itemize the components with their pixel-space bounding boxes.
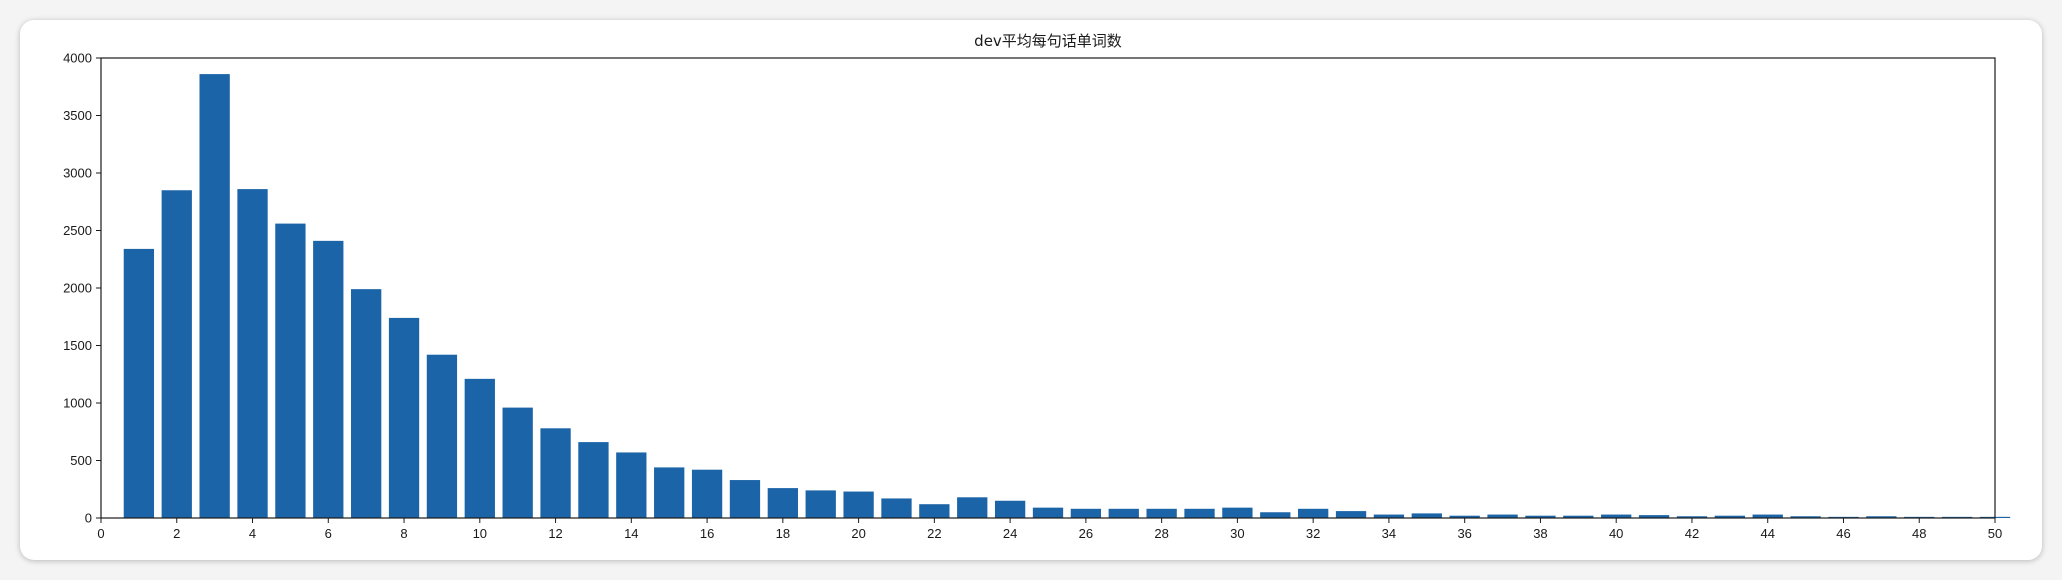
bar-3 xyxy=(199,74,230,518)
y-tick-label: 4000 xyxy=(63,51,92,66)
bar-16 xyxy=(691,469,723,518)
x-tick-label: 28 xyxy=(1154,526,1168,541)
x-tick-label: 30 xyxy=(1230,526,1244,541)
x-tick-label: 10 xyxy=(473,526,487,541)
bar-23 xyxy=(957,497,988,518)
bar-35 xyxy=(1411,513,1442,518)
bar-10 xyxy=(464,378,495,518)
x-tick-label: 20 xyxy=(851,526,865,541)
x-tick-label: 4 xyxy=(249,526,256,541)
bar-11 xyxy=(502,407,533,518)
bar-7 xyxy=(351,289,382,518)
bar-45 xyxy=(1790,516,1821,518)
bar-9 xyxy=(426,354,458,518)
x-tick-label: 16 xyxy=(700,526,714,541)
x-tick-label: 6 xyxy=(325,526,332,541)
bar-15 xyxy=(654,467,685,518)
bar-18 xyxy=(767,488,798,518)
bar-33 xyxy=(1335,511,1367,518)
bar-39 xyxy=(1563,515,1594,518)
bar-44 xyxy=(1752,514,1783,518)
bar-30 xyxy=(1222,507,1253,518)
x-tick-label: 48 xyxy=(1912,526,1926,541)
bar-19 xyxy=(805,490,836,518)
x-tick-label: 34 xyxy=(1382,526,1396,541)
bar-12 xyxy=(540,428,571,518)
bar-4 xyxy=(237,189,268,518)
x-tick-label: 0 xyxy=(97,526,104,541)
y-tick-label: 2000 xyxy=(63,281,92,296)
chart-title: dev平均每句话单词数 xyxy=(974,32,1122,50)
bar-24 xyxy=(994,500,1026,518)
x-tick-label: 18 xyxy=(776,526,790,541)
x-tick-label: 38 xyxy=(1533,526,1547,541)
x-tick-label: 12 xyxy=(548,526,562,541)
bar-8 xyxy=(388,317,420,518)
x-tick-label: 44 xyxy=(1760,526,1774,541)
bar-29 xyxy=(1184,508,1215,518)
bar-5 xyxy=(275,223,306,518)
y-tick-label: 1000 xyxy=(63,396,92,411)
y-tick-label: 3000 xyxy=(63,166,92,181)
bar-26 xyxy=(1070,508,1102,518)
bar-28 xyxy=(1146,508,1177,518)
plot-frame xyxy=(100,57,1996,519)
bar-34 xyxy=(1373,514,1405,518)
bar-37 xyxy=(1487,514,1518,518)
bar-27 xyxy=(1108,508,1139,518)
y-tick-label: 3500 xyxy=(63,108,92,123)
x-tick-label: 32 xyxy=(1306,526,1320,541)
x-tick-label: 40 xyxy=(1609,526,1623,541)
bar-43 xyxy=(1714,515,1745,518)
bar-2 xyxy=(161,190,192,518)
y-tick-label: 2500 xyxy=(63,223,92,238)
y-axis-ticks: 0 500 1000 1500 2000 2500 3000 3500 4000 xyxy=(63,51,101,526)
y-tick-label: 0 xyxy=(85,511,92,526)
bar-13 xyxy=(578,442,609,518)
x-tick-label: 36 xyxy=(1457,526,1471,541)
x-tick-label: 50 xyxy=(1988,526,2002,541)
bars xyxy=(123,74,2011,519)
x-tick-label: 14 xyxy=(624,526,638,541)
y-tick-label: 1500 xyxy=(63,338,92,353)
x-tick-label: 24 xyxy=(1003,526,1017,541)
x-tick-label: 2 xyxy=(173,526,180,541)
x-tick-label: 42 xyxy=(1685,526,1699,541)
bar-14 xyxy=(616,452,647,518)
x-tick-label: 8 xyxy=(400,526,407,541)
bar-47 xyxy=(1866,516,1897,518)
x-tick-label: 26 xyxy=(1079,526,1093,541)
bar-32 xyxy=(1298,508,1329,518)
bar-6 xyxy=(313,240,344,518)
bar-22 xyxy=(919,504,950,518)
bar-36 xyxy=(1449,515,1480,518)
bar-25 xyxy=(1032,507,1064,518)
bar-21 xyxy=(881,498,912,518)
bar-40 xyxy=(1601,514,1632,518)
bar-41 xyxy=(1638,515,1670,519)
bar-17 xyxy=(729,480,761,518)
bar-1 xyxy=(123,248,155,518)
bar-38 xyxy=(1525,515,1556,518)
x-tick-label: 22 xyxy=(927,526,941,541)
axes xyxy=(100,57,1996,519)
bar-20 xyxy=(843,491,874,518)
x-axis-ticks: 0 2 4 6 8 10 12 14 16 18 20 22 24 26 28 30 32 34 36 38 40 42 4… xyxy=(97,518,2002,541)
x-tick-label: 46 xyxy=(1836,526,1850,541)
y-tick-label: 500 xyxy=(70,453,92,468)
bar-31 xyxy=(1260,512,1291,518)
bar-42 xyxy=(1676,516,1708,518)
